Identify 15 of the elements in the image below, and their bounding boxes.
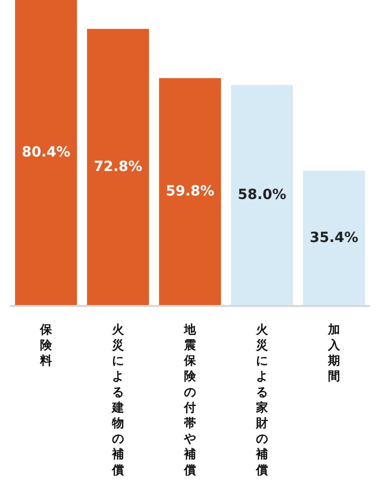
data-label: 35.4% — [310, 230, 358, 246]
bar — [159, 78, 221, 305]
x-tick-label: 保険料 — [39, 322, 53, 368]
category-label: 火災による家財の補償 — [256, 322, 268, 477]
data-label: 58.0% — [238, 186, 286, 203]
data-label: 80.4% — [22, 144, 70, 160]
data-label: 72.8% — [94, 158, 142, 175]
bar — [15, 0, 77, 305]
bar — [87, 28, 149, 305]
data-label: 59.8% — [166, 184, 214, 200]
x-tick-label: 加入期間 — [327, 322, 341, 384]
bar — [231, 84, 293, 305]
category-label: 火災による建物の補償 — [112, 322, 124, 477]
category-label: 地震保険の付帯や補償 — [184, 322, 196, 477]
bar — [303, 170, 365, 305]
